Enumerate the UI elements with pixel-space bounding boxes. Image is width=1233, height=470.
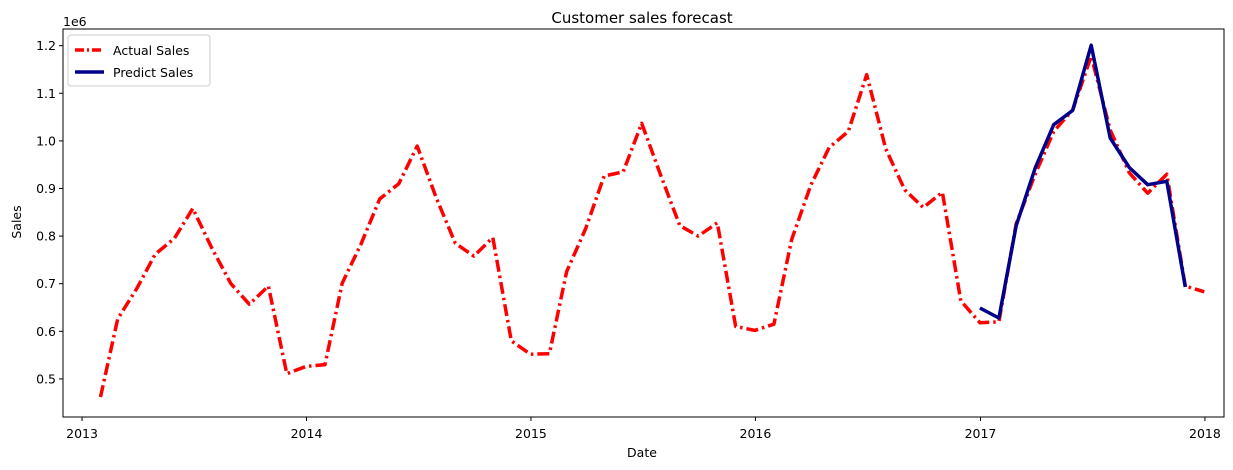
chart-title: Customer sales forecast xyxy=(551,9,732,27)
y-axis: 0.5 0.6 0.7 0.8 0.9 1.0 1.1 1.2 xyxy=(36,38,63,386)
y-tick-label: 0.5 xyxy=(36,371,56,386)
x-tick-label: 2014 xyxy=(291,426,323,441)
series-layer xyxy=(98,43,1205,398)
y-tick-label: 0.7 xyxy=(36,276,56,291)
plot-frame xyxy=(62,28,1225,418)
y-axis-label: Sales xyxy=(9,205,24,238)
x-tick-label: 2017 xyxy=(965,426,997,441)
y-tick-label: 0.6 xyxy=(36,324,56,339)
series-line-predict-sales xyxy=(979,43,1188,320)
x-axis-label: Date xyxy=(627,445,657,460)
x-axis: 2013 2014 2015 2016 2017 2018 xyxy=(66,417,1221,441)
legend: Actual Sales Predict Sales xyxy=(67,34,211,87)
y-tick-label: 0.8 xyxy=(36,229,56,244)
x-tick-label: 2018 xyxy=(1189,426,1221,441)
y-tick-label: 1.1 xyxy=(36,86,56,101)
y-tick-label: 1.2 xyxy=(36,38,56,53)
series-line-actual-sales xyxy=(98,54,1205,398)
x-tick-label: 2016 xyxy=(740,426,772,441)
y-tick-label: 1.0 xyxy=(36,133,56,148)
legend-label-predict-sales: Predict Sales xyxy=(113,65,193,80)
y-offset-label: 1e6 xyxy=(63,14,87,29)
plot-area xyxy=(62,28,1225,418)
legend-label-actual-sales: Actual Sales xyxy=(113,43,189,58)
x-tick-label: 2013 xyxy=(66,426,98,441)
y-tick-label: 0.9 xyxy=(36,181,56,196)
x-tick-label: 2015 xyxy=(515,426,547,441)
